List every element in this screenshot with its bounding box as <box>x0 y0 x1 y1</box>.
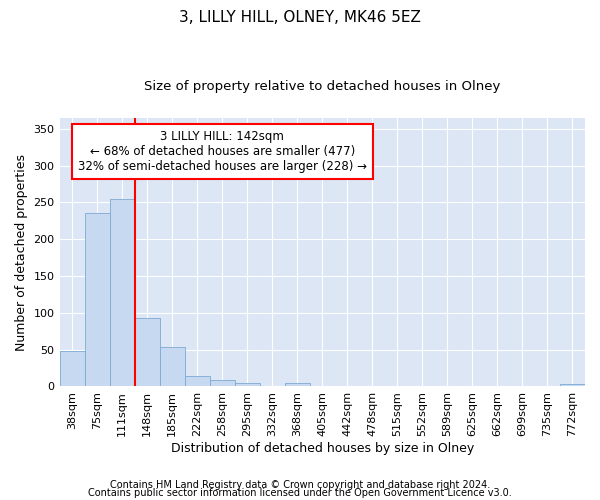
X-axis label: Distribution of detached houses by size in Olney: Distribution of detached houses by size … <box>170 442 474 455</box>
Bar <box>59 351 85 386</box>
Text: Contains public sector information licensed under the Open Government Licence v3: Contains public sector information licen… <box>88 488 512 498</box>
Bar <box>85 214 110 386</box>
Text: 3 LILLY HILL: 142sqm
← 68% of detached houses are smaller (477)
32% of semi-deta: 3 LILLY HILL: 142sqm ← 68% of detached h… <box>78 130 367 173</box>
Bar <box>110 198 134 386</box>
Bar <box>185 376 209 386</box>
Y-axis label: Number of detached properties: Number of detached properties <box>15 154 28 350</box>
Bar <box>209 380 235 386</box>
Text: Contains HM Land Registry data © Crown copyright and database right 2024.: Contains HM Land Registry data © Crown c… <box>110 480 490 490</box>
Title: Size of property relative to detached houses in Olney: Size of property relative to detached ho… <box>144 80 500 93</box>
Bar <box>235 383 260 386</box>
Bar <box>160 348 185 387</box>
Text: 3, LILLY HILL, OLNEY, MK46 5EZ: 3, LILLY HILL, OLNEY, MK46 5EZ <box>179 10 421 25</box>
Bar <box>560 384 585 386</box>
Bar <box>285 383 310 386</box>
Bar <box>134 318 160 386</box>
